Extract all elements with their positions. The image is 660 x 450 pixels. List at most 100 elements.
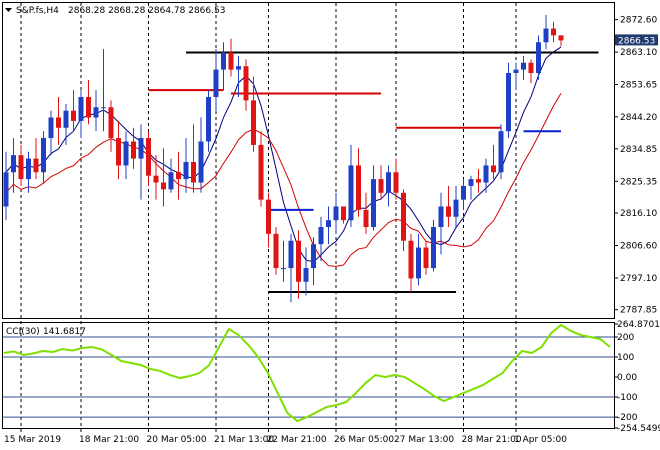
time-tick-label: 22 Mar 21:00 xyxy=(267,435,327,445)
time-tick-label: 26 Mar 05:00 xyxy=(334,435,394,445)
candle-body xyxy=(123,141,129,166)
price-panel[interactable] xyxy=(2,2,615,319)
cci-indicator xyxy=(3,323,611,423)
cci-panel[interactable] xyxy=(2,322,615,429)
candle xyxy=(56,96,61,145)
candle-body xyxy=(348,165,354,221)
candle xyxy=(33,138,39,180)
price-overlays xyxy=(5,46,599,294)
candle xyxy=(476,168,481,193)
price-tick-label: 2806.60 xyxy=(620,242,657,252)
candle-body xyxy=(371,179,376,228)
price-tick-label: 2797.10 xyxy=(620,274,657,284)
candle xyxy=(453,185,459,228)
candle xyxy=(423,240,429,275)
candle-body xyxy=(446,206,451,217)
candle-body xyxy=(78,96,84,121)
candle-body xyxy=(311,244,316,269)
candle xyxy=(446,185,451,228)
price-tick-label: 2787.85 xyxy=(620,306,657,316)
candle-body xyxy=(3,172,9,207)
candle-body xyxy=(63,110,69,128)
candle xyxy=(536,35,541,80)
time-axis: 15 Mar 2019 18 Mar 21:00 20 Mar 05:00 21 Ma… xyxy=(4,428,567,445)
cci-tick-label: 200 xyxy=(617,333,634,343)
candle-body xyxy=(18,155,24,180)
cci-line xyxy=(3,323,611,423)
candle-body xyxy=(116,138,121,166)
candle xyxy=(461,179,466,210)
candle-body xyxy=(416,247,421,279)
candle xyxy=(86,79,91,125)
candle-body xyxy=(176,172,181,180)
candle-body xyxy=(543,28,549,43)
price-tick-label: 2863.10 xyxy=(620,48,657,58)
candle-body xyxy=(228,52,234,70)
candle-body xyxy=(326,220,331,228)
candle-body xyxy=(438,206,444,228)
candle xyxy=(3,151,9,221)
candle-body xyxy=(251,100,256,145)
candle xyxy=(108,100,114,152)
cci-label: CCI(30) xyxy=(6,327,40,337)
candle xyxy=(318,216,324,262)
candle-body xyxy=(183,162,189,180)
candle-body xyxy=(288,240,294,269)
triangle-down-icon[interactable] xyxy=(5,8,12,12)
candle-body xyxy=(26,158,31,180)
candle-body xyxy=(11,155,16,173)
candle xyxy=(153,155,159,200)
time-tick-label: 18 Mar 21:00 xyxy=(79,435,139,445)
candles xyxy=(3,14,564,303)
candle xyxy=(236,55,241,97)
candle xyxy=(116,120,121,180)
candle-body xyxy=(551,28,556,36)
candle xyxy=(438,192,444,255)
candle-body xyxy=(153,175,159,183)
candle xyxy=(168,158,174,193)
candle xyxy=(393,158,399,200)
candle-body xyxy=(521,62,526,70)
candle-body xyxy=(558,35,564,41)
candle xyxy=(401,189,406,251)
candle xyxy=(63,103,69,145)
candle xyxy=(78,90,84,139)
candle-body xyxy=(341,206,346,221)
candle-body xyxy=(213,69,219,97)
candle xyxy=(296,230,301,299)
candle xyxy=(221,42,226,91)
current-price-text: 2866.53 xyxy=(618,36,655,46)
candle-body xyxy=(461,185,466,200)
candle-body xyxy=(41,138,46,173)
candle xyxy=(521,55,526,80)
candle-body xyxy=(131,141,136,159)
chart-header[interactable]: S&P.fs,H4 2868.28 2868.28 2864.78 2866.5… xyxy=(5,6,225,16)
candle xyxy=(213,49,219,111)
candle-body xyxy=(318,227,324,245)
candle xyxy=(161,148,166,207)
candle-body xyxy=(506,73,511,132)
price-tick-label: 2872.60 xyxy=(620,16,657,26)
candle xyxy=(273,227,279,275)
candle-body xyxy=(393,172,399,193)
candle xyxy=(288,233,294,303)
candle xyxy=(363,192,369,234)
candle-body xyxy=(468,179,474,186)
candle xyxy=(483,158,489,193)
candle-body xyxy=(303,268,309,282)
candle xyxy=(191,124,196,193)
candle xyxy=(551,21,556,43)
candle-body xyxy=(453,199,459,217)
candle-body xyxy=(431,227,436,269)
candle-body xyxy=(423,247,429,269)
candle-body xyxy=(86,96,91,118)
price-tick-label: 2825.35 xyxy=(620,177,657,187)
cci-tick-label: 0.00 xyxy=(617,373,637,383)
candle xyxy=(356,148,361,217)
candle-body xyxy=(401,192,406,241)
candle xyxy=(371,165,376,231)
symbol-label: S&P.fs,H4 xyxy=(16,6,59,16)
candle-body xyxy=(266,199,271,234)
candle xyxy=(146,131,151,186)
